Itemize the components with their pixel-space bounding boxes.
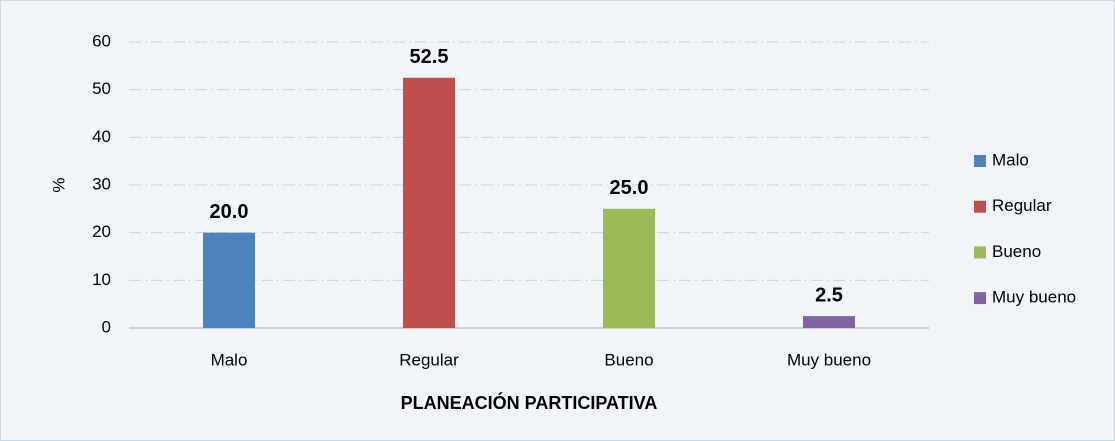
y-tick-label: 60 xyxy=(92,31,111,50)
bar xyxy=(203,232,255,328)
data-label: 25.0 xyxy=(610,177,649,199)
y-tick-label: 10 xyxy=(92,270,111,289)
x-tick-label: Regular xyxy=(399,350,459,369)
x-tick-label: Bueno xyxy=(604,350,653,369)
legend-swatch xyxy=(974,155,986,167)
bar xyxy=(403,77,455,328)
y-tick-label: 40 xyxy=(92,127,111,146)
bar xyxy=(603,208,655,328)
y-tick-label: 20 xyxy=(92,222,111,241)
data-label: 20.0 xyxy=(210,201,249,223)
y-tick-label: 50 xyxy=(92,79,111,98)
legend-label: Muy bueno xyxy=(992,288,1076,307)
legend-label: Regular xyxy=(992,196,1052,215)
x-tick-label: Malo xyxy=(211,350,248,369)
bar xyxy=(803,316,855,328)
legend-label: Bueno xyxy=(992,242,1041,261)
legend-swatch xyxy=(974,200,986,213)
legend-label: Malo xyxy=(992,150,1029,169)
y-tick-label: 0 xyxy=(102,317,111,336)
legend-swatch xyxy=(974,292,986,305)
x-tick-label: Muy bueno xyxy=(787,350,871,369)
data-label: 52.5 xyxy=(410,46,449,68)
legend-swatch xyxy=(974,246,986,259)
x-axis-title: PLANEACIÓN PARTICIPATIVA xyxy=(401,392,658,413)
y-tick-label: 30 xyxy=(92,174,111,193)
data-label: 2.5 xyxy=(815,284,843,306)
y-axis-title: % xyxy=(49,177,68,192)
